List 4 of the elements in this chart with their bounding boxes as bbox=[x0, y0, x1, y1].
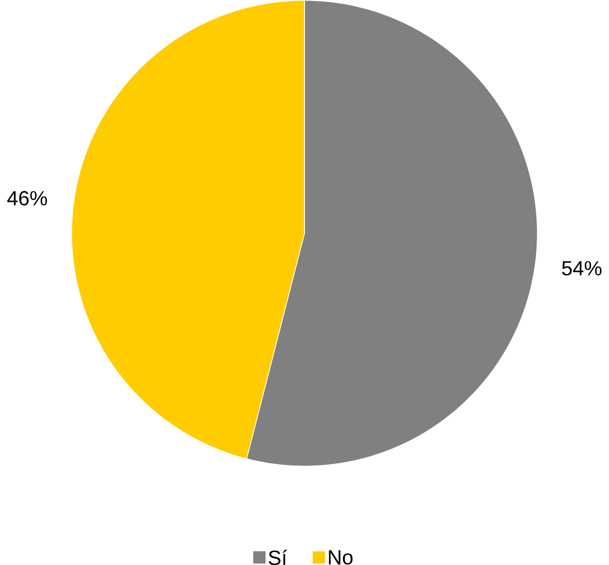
data-label: 54% bbox=[562, 261, 602, 276]
legend-label: No bbox=[328, 550, 353, 565]
legend-label: Sí bbox=[268, 550, 287, 565]
data-label: 46% bbox=[7, 190, 47, 206]
